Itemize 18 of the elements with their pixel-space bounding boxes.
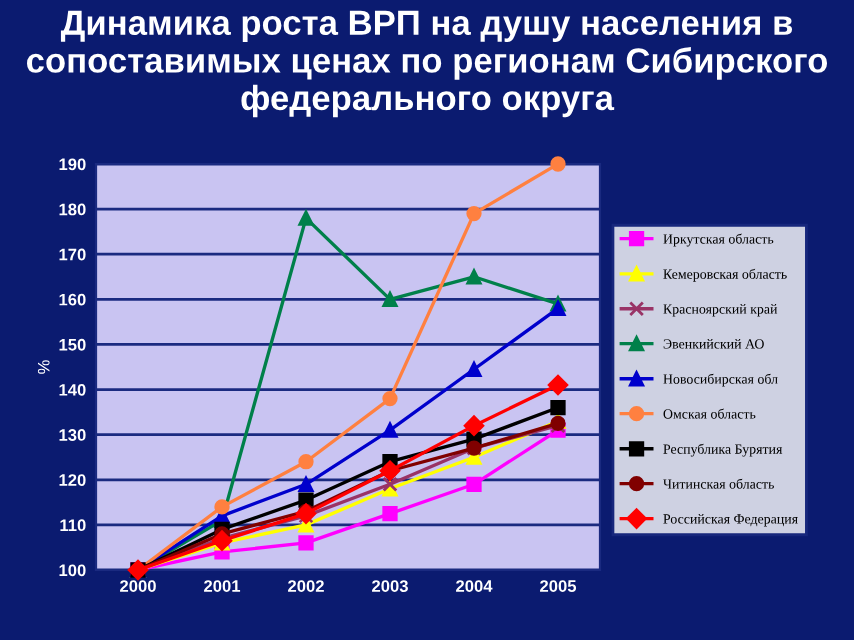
x-tick-label: 2005 xyxy=(540,580,577,592)
x-tick-label: 2001 xyxy=(204,580,241,592)
y-tick-label: 120 xyxy=(59,474,86,486)
y-tick-label: 170 xyxy=(59,248,86,261)
y-tick-label: 130 xyxy=(59,429,86,441)
y-tick-label: 160 xyxy=(59,293,86,306)
y-tick-label: 140 xyxy=(59,383,86,396)
x-tick-label: 2004 xyxy=(456,580,493,592)
x-tick-label: 2002 xyxy=(288,580,324,592)
y-tick-label: 190 xyxy=(59,158,86,171)
chart-title: Динамика роста ВРП на душу населения в сопоставимых ценах по регионам Сибирского федерального округа xyxy=(27,10,828,118)
y-tick-label: 150 xyxy=(59,338,86,351)
y-tick-label: 180 xyxy=(59,203,86,216)
x-tick-label: 2000 xyxy=(120,580,156,592)
y-tick-label: 100 xyxy=(59,564,86,577)
y-axis-title: % xyxy=(37,360,50,374)
y-tick-label: 110 xyxy=(60,519,86,532)
x-tick-label: 2003 xyxy=(372,580,408,592)
